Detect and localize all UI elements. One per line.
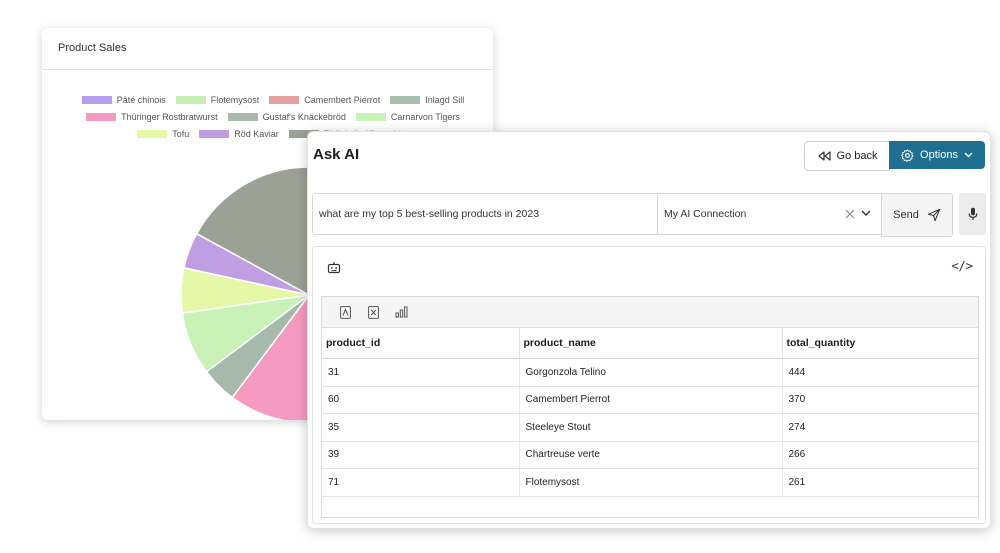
legend-label: Camembert Pierrot — [304, 94, 381, 105]
rewind-icon — [817, 151, 831, 161]
cell-product-id: 35 — [322, 413, 520, 442]
excel-export-icon[interactable] — [366, 305, 380, 319]
connection-value: My AI Connection — [664, 208, 747, 220]
table-row: 35 Steeleye Stout 274 — [322, 413, 978, 442]
legend-item[interactable]: Pâté chinois — [81, 94, 166, 105]
column-header[interactable]: product_id — [322, 328, 520, 359]
cell-product-name: Chartreuse verte — [519, 441, 783, 469]
legend-row: Thüringer Rostbratwurst Gustaf's Knäckebr… — [68, 108, 478, 125]
legend-label: Pâté chinois — [116, 94, 166, 105]
legend-swatch — [269, 95, 300, 104]
legend-swatch — [227, 112, 258, 121]
legend-swatch — [288, 129, 319, 138]
microphone-icon — [968, 207, 977, 220]
gear-icon — [901, 149, 914, 162]
legend-swatch — [199, 129, 230, 138]
chevron-down-icon[interactable] — [861, 210, 871, 217]
cell-product-name: Gorgonzola Telino — [519, 358, 783, 387]
results-grid: product_id product_name total_quantity 3… — [321, 296, 979, 518]
legend-item[interactable]: Thüringer Rostbratwurst — [86, 112, 218, 122]
robot-icon[interactable] — [327, 261, 341, 274]
send-label: Send — [893, 209, 919, 221]
legend-label: Thüringer Rostbratwurst — [121, 111, 218, 122]
legend-item[interactable]: Carnarvon Tigers — [355, 111, 460, 122]
paper-plane-icon — [927, 208, 941, 222]
cell-product-name: Flotemysost — [519, 468, 783, 497]
ask-ai-panel: Ask AI Go back Options what are my top 5… — [307, 131, 991, 529]
legend-item[interactable]: Tofu — [137, 129, 189, 139]
chart-title: Product Sales — [58, 42, 127, 54]
legend-label: Gustaf's Knäckebröd — [262, 111, 346, 122]
cell-total-quantity: 274 — [782, 413, 978, 442]
table-row: 31 Gorgonzola Telino 444 — [322, 358, 978, 387]
cell-total-quantity: 370 — [782, 386, 978, 414]
legend-item[interactable]: Röd Kaviar — [199, 129, 279, 139]
cell-product-id: 39 — [322, 441, 520, 469]
legend-swatch — [86, 112, 117, 121]
legend-label: Inlagd Sill — [425, 94, 465, 105]
code-icon[interactable]: </> — [951, 259, 973, 273]
divider — [42, 69, 493, 70]
legend-row: Pâté chinois Flotemysost Camembert Pierrot… — [68, 91, 478, 108]
go-back-label: Go back — [836, 150, 878, 162]
legend-label: Röd Kaviar — [234, 128, 279, 139]
options-button[interactable]: Options — [889, 141, 985, 169]
legend-swatch — [175, 95, 206, 104]
legend-label: Carnarvon Tigers — [390, 111, 460, 122]
pdf-export-icon[interactable] — [338, 305, 352, 319]
cell-total-quantity: 266 — [782, 441, 978, 469]
table-row: 71 Flotemysost 261 — [322, 468, 978, 497]
column-header[interactable]: product_name — [519, 328, 783, 359]
results-table: product_id product_name total_quantity 3… — [322, 328, 978, 497]
cell-product-name: Camembert Pierrot — [519, 386, 783, 414]
cell-total-quantity: 444 — [782, 358, 978, 387]
send-button[interactable]: Send — [881, 193, 953, 237]
result-panel: </> product_id product_name — [312, 246, 986, 524]
legend-swatch — [355, 112, 386, 121]
go-back-button[interactable]: Go back — [804, 141, 890, 171]
connection-select[interactable]: My AI Connection — [658, 193, 882, 235]
column-header[interactable]: total_quantity — [782, 328, 978, 359]
legend-item[interactable]: Camembert Pierrot — [269, 95, 380, 105]
chevron-down-icon — [964, 152, 973, 158]
query-input[interactable]: what are my top 5 best-selling products … — [312, 193, 658, 235]
cell-product-id: 71 — [322, 468, 520, 497]
chart-icon[interactable] — [394, 305, 408, 319]
legend-item[interactable]: Flotemysost — [175, 94, 260, 105]
cell-product-name: Steeleye Stout — [519, 413, 783, 442]
grid-toolbar — [322, 297, 978, 328]
table-header-row: product_id product_name total_quantity — [322, 328, 978, 359]
pie-slice[interactable] — [195, 166, 310, 297]
panel-title: Ask AI — [313, 146, 360, 163]
legend-swatch — [81, 95, 112, 104]
legend-label: Tofu — [172, 128, 190, 139]
cell-total-quantity: 261 — [782, 468, 978, 497]
legend-swatch — [390, 95, 421, 104]
clear-icon[interactable] — [845, 209, 855, 219]
cell-product-id: 60 — [322, 386, 520, 414]
options-label: Options — [920, 149, 958, 161]
cell-product-id: 31 — [322, 358, 520, 387]
table-row: 39 Chartreuse verte 266 — [322, 441, 978, 469]
legend-label: Flotemysost — [210, 94, 260, 105]
legend-swatch — [137, 129, 168, 138]
legend-item[interactable]: Inlagd Sill — [390, 95, 464, 105]
legend-item[interactable]: Gustaf's Knäckebröd — [227, 111, 346, 122]
table-row: 60 Camembert Pierrot 370 — [322, 386, 978, 414]
microphone-button[interactable] — [959, 193, 986, 235]
